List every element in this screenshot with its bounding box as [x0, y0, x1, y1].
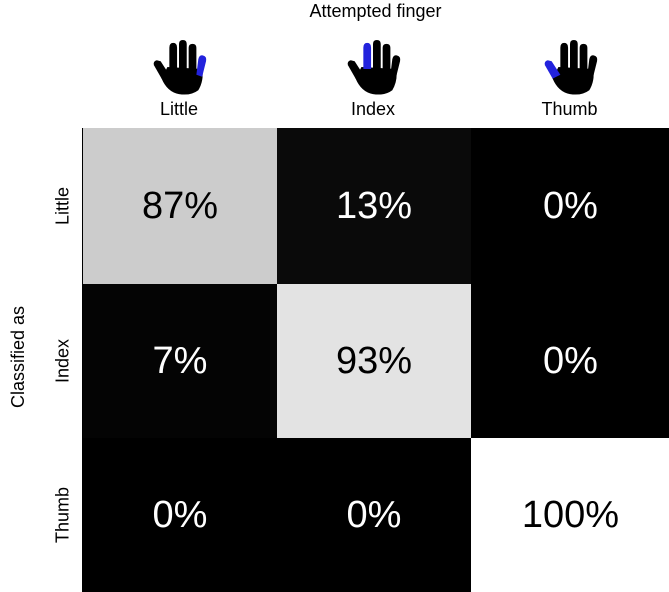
confusion-matrix: 87% 13% 0% 7% 93% 0% 0% 0% 100% — [82, 128, 669, 592]
cell-little-index: 13% — [277, 128, 471, 284]
row-label-thumb: Thumb — [52, 486, 73, 544]
hand-thumb-icon — [533, 40, 607, 96]
cell-index-little: 7% — [83, 284, 277, 438]
row-label-index: Index — [52, 338, 73, 384]
cell-thumb-little: 0% — [83, 438, 277, 592]
cell-index-index: 93% — [277, 284, 471, 438]
y-axis-title: Classified as — [8, 305, 28, 409]
row-label-little: Little — [52, 186, 73, 226]
cell-thumb-thumb: 100% — [471, 438, 669, 592]
hand-little-icon — [142, 40, 216, 96]
cell-thumb-index: 0% — [277, 438, 471, 592]
hand-index-icon — [336, 40, 410, 96]
cell-little-thumb: 0% — [471, 128, 669, 284]
x-axis-title: Attempted finger — [309, 1, 442, 21]
column-label-thumb: Thumb — [541, 99, 598, 119]
cell-index-thumb: 0% — [471, 284, 669, 438]
column-label-little: Little — [159, 99, 199, 119]
cell-little-little: 87% — [83, 128, 277, 284]
column-label-index: Index — [350, 99, 396, 119]
